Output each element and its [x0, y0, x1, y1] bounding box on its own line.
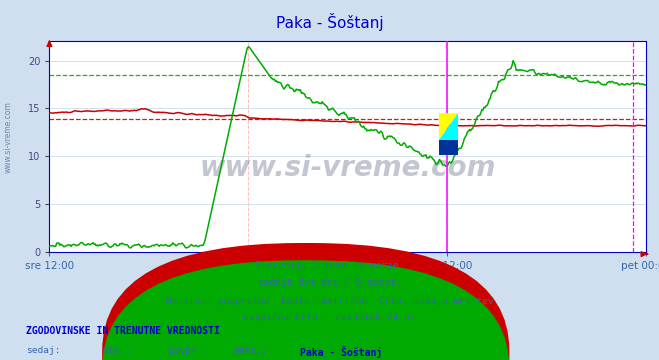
Text: maks.:: maks.: — [234, 346, 268, 355]
Text: Meritve: povprečne  Enote: metrične  Črta: zadnja meritev: Meritve: povprečne Enote: metrične Črta:… — [165, 296, 494, 306]
Text: navpična črta - razdelek 24 ur: navpična črta - razdelek 24 ur — [243, 313, 416, 322]
Text: sedaj:: sedaj: — [26, 346, 61, 355]
Polygon shape — [439, 113, 457, 140]
Polygon shape — [439, 113, 457, 140]
Text: ZGODOVINSKE IN TRENUTNE VREDNOSTI: ZGODOVINSKE IN TRENUTNE VREDNOSTI — [26, 326, 220, 336]
Text: min.:: min.: — [102, 346, 131, 355]
Text: www.si-vreme.com: www.si-vreme.com — [200, 154, 496, 182]
Text: zadnja dva dni / 5 minut.: zadnja dva dni / 5 minut. — [258, 278, 401, 287]
Text: www.si-vreme.com: www.si-vreme.com — [3, 101, 13, 173]
Text: Paka - Šoštanj: Paka - Šoštanj — [300, 346, 382, 357]
Text: Paka - Šoštanj: Paka - Šoštanj — [275, 13, 384, 31]
Text: Slovenija / reke in morje.: Slovenija / reke in morje. — [255, 261, 404, 270]
Text: povpr.:: povpr.: — [168, 346, 208, 355]
Bar — [439, 140, 457, 155]
